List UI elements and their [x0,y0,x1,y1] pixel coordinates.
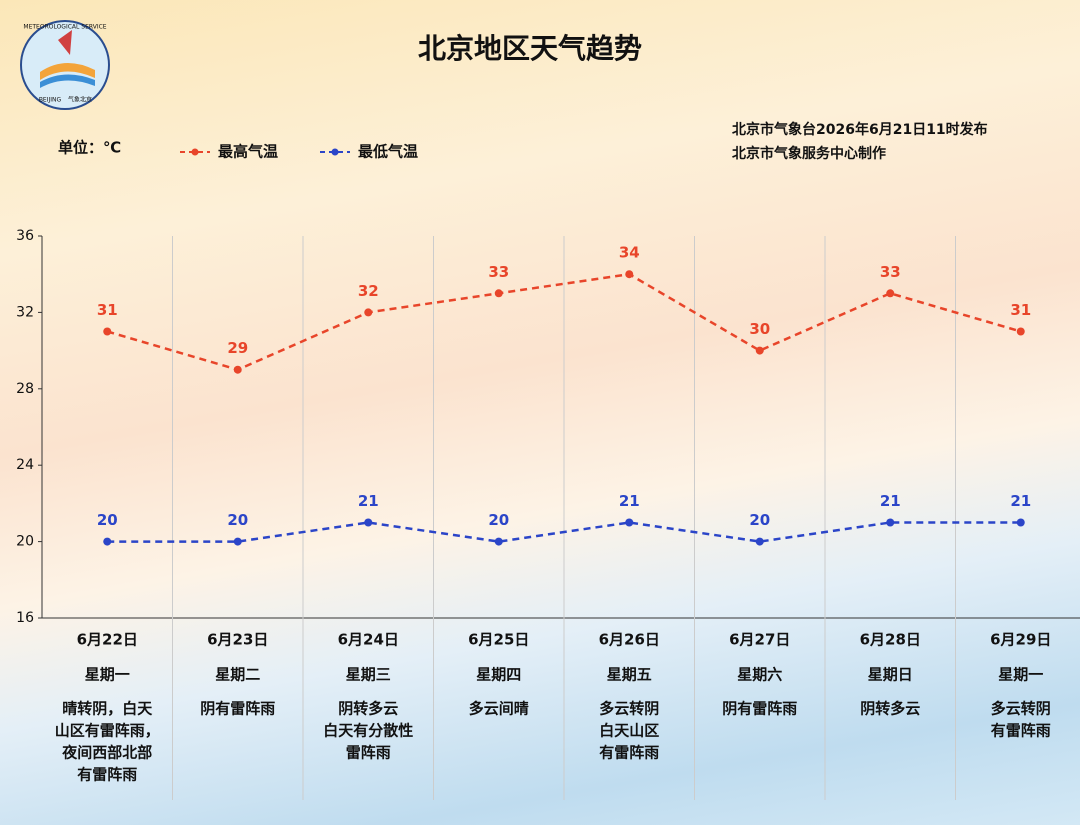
unit-label: 单位：℃ [58,139,121,157]
weather: 阴转多云 [338,700,398,718]
x-tick-label: 6月27日 [729,631,790,649]
x-tick-label: 6月26日 [599,631,660,649]
data-point [755,346,764,355]
series-line [107,521,1021,543]
data-label: 20 [488,511,509,529]
x-tick-label: 6月22日 [77,631,138,649]
data-label: 34 [619,244,640,262]
weather: 多云转阴 [599,700,659,718]
x-tick-label: 6月24日 [338,631,399,649]
x-tick-label: 6月23日 [207,631,268,649]
data-point [233,365,242,374]
data-point [103,537,112,546]
publisher: 北京市气象服务中心制作 [732,145,886,162]
data-point [103,327,112,336]
y-tick-label: 32 [16,304,34,320]
data-point [625,518,634,527]
weather: 多云间晴 [469,700,529,718]
logo [20,20,110,110]
weekday: 星期一 [998,666,1043,684]
data-label: 21 [1010,492,1031,510]
data-point [886,518,895,527]
weather: 白天有分散性 [323,722,413,740]
y-tick-label: 24 [16,457,34,473]
x-tick-label: 6月25日 [468,631,529,649]
data-label: 31 [1010,301,1031,319]
logo-text: METEOROLOGICAL SERVICE [23,24,106,31]
data-point [233,537,242,546]
weekday: 星期六 [737,666,782,684]
logo-text: BEIJING [39,97,62,104]
data-label: 21 [880,492,901,510]
data-point [494,537,503,546]
data-point [1016,518,1025,527]
weather: 雷阵雨 [346,744,391,762]
weather: 阴有雷阵雨 [200,700,275,718]
series-line [106,272,1022,372]
weekday: 星期五 [607,666,652,684]
weather: 有雷阵雨 [599,744,659,762]
weather: 阴转多云 [860,700,920,718]
x-tick-label: 6月28日 [860,631,921,649]
data-label: 29 [227,339,248,357]
data-point [1016,327,1025,336]
weekday: 星期一 [85,666,130,684]
data-label: 21 [619,492,640,510]
data-label: 20 [97,511,118,529]
data-label: 30 [749,320,770,338]
data-label: 20 [227,511,248,529]
legend-marker [331,148,339,156]
weather: 有雷阵雨 [991,722,1051,740]
y-tick-label: 20 [16,534,34,550]
weather: 白天山区 [599,722,659,740]
weather: 阴有雷阵雨 [722,700,797,718]
logo-text: 气象北京 [68,96,92,104]
x-tick-label: 6月29日 [990,631,1051,649]
weekday: 星期四 [476,666,521,684]
data-point [886,289,895,298]
weather: 夜间西部北部 [61,744,152,762]
y-tick-label: 16 [16,610,34,626]
legend-label: 最低气温 [358,143,418,161]
weekday: 星期二 [215,666,260,684]
data-point [364,308,373,317]
data-label: 20 [749,511,770,529]
weather: 山区有雷阵雨， [55,722,160,740]
publisher: 北京市气象台2026年6月21日11时发布 [732,121,988,138]
y-tick-label: 28 [16,381,34,397]
data-point [364,518,373,527]
data-point [625,270,634,279]
legend-label: 最高气温 [218,143,278,161]
chart-title: 北京地区天气趋势 [418,32,642,65]
weather: 多云转阴 [991,700,1051,718]
data-label: 31 [97,301,118,319]
data-label: 32 [358,282,379,300]
data-point [494,289,503,298]
y-tick-label: 36 [16,228,34,244]
legend-marker [191,148,199,156]
data-point [755,537,764,546]
weather: 有雷阵雨 [77,766,137,784]
data-label: 33 [880,263,901,281]
data-label: 21 [358,492,379,510]
weekday: 星期三 [346,666,391,684]
weather: 晴转阴，白天 [62,700,153,718]
data-label: 33 [488,263,509,281]
weekday: 星期日 [868,666,913,684]
